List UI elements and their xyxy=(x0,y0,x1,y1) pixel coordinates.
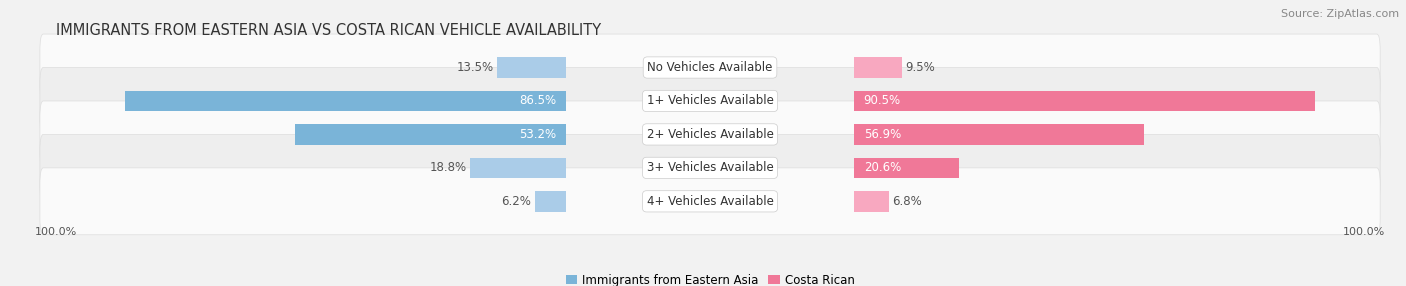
Bar xyxy=(471,158,567,178)
FancyBboxPatch shape xyxy=(39,67,1381,134)
Text: No Vehicles Available: No Vehicles Available xyxy=(647,61,773,74)
Text: 53.2%: 53.2% xyxy=(519,128,557,141)
Text: Source: ZipAtlas.com: Source: ZipAtlas.com xyxy=(1281,9,1399,19)
FancyBboxPatch shape xyxy=(39,34,1381,101)
Bar xyxy=(853,124,1144,145)
Text: IMMIGRANTS FROM EASTERN ASIA VS COSTA RICAN VEHICLE AVAILABILITY: IMMIGRANTS FROM EASTERN ASIA VS COSTA RI… xyxy=(56,23,602,38)
Bar xyxy=(853,191,889,212)
Text: 13.5%: 13.5% xyxy=(457,61,494,74)
Text: 6.2%: 6.2% xyxy=(502,195,531,208)
FancyBboxPatch shape xyxy=(39,134,1381,201)
Bar xyxy=(498,57,567,78)
Bar xyxy=(125,91,567,111)
Text: 4+ Vehicles Available: 4+ Vehicles Available xyxy=(647,195,773,208)
FancyBboxPatch shape xyxy=(39,168,1381,235)
Text: 20.6%: 20.6% xyxy=(863,161,901,174)
Legend: Immigrants from Eastern Asia, Costa Rican: Immigrants from Eastern Asia, Costa Rica… xyxy=(561,269,859,286)
Bar xyxy=(853,57,903,78)
Text: 2+ Vehicles Available: 2+ Vehicles Available xyxy=(647,128,773,141)
Text: 1+ Vehicles Available: 1+ Vehicles Available xyxy=(647,94,773,108)
FancyBboxPatch shape xyxy=(39,101,1381,168)
Text: 3+ Vehicles Available: 3+ Vehicles Available xyxy=(647,161,773,174)
Text: 86.5%: 86.5% xyxy=(519,94,557,108)
Text: 56.9%: 56.9% xyxy=(863,128,901,141)
Text: 9.5%: 9.5% xyxy=(905,61,935,74)
Text: 18.8%: 18.8% xyxy=(430,161,467,174)
Bar xyxy=(853,158,959,178)
Text: 6.8%: 6.8% xyxy=(891,195,921,208)
Text: 90.5%: 90.5% xyxy=(863,94,901,108)
Bar xyxy=(853,91,1316,111)
Bar xyxy=(534,191,567,212)
Bar xyxy=(295,124,567,145)
